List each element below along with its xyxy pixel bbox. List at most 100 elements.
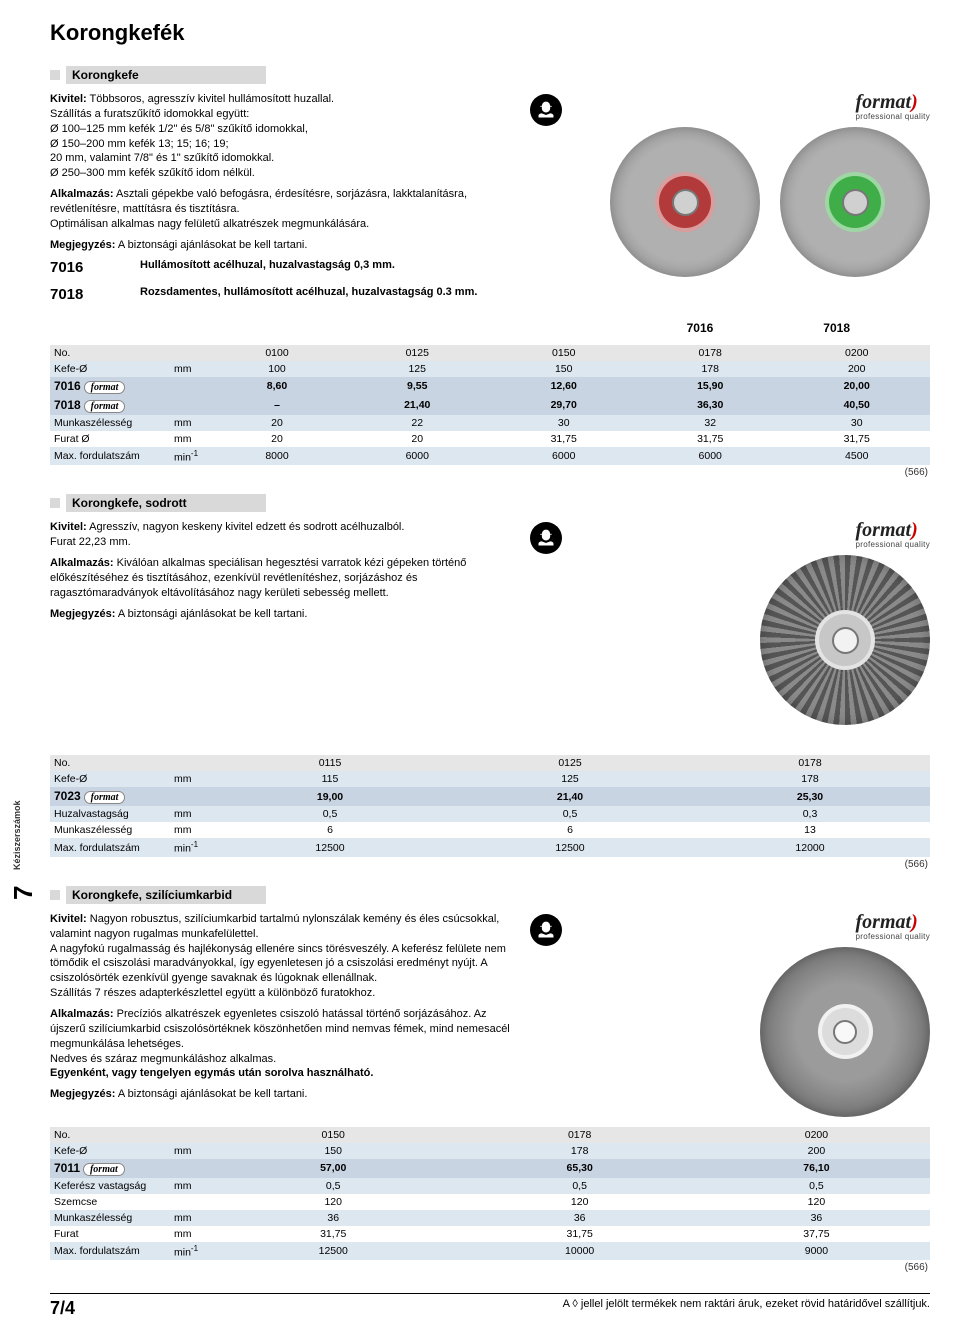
table-cell: 178 <box>690 771 930 787</box>
code-7016: 7016 <box>50 258 110 278</box>
brand-subtitle: professional quality <box>856 112 930 121</box>
table-cell: mm <box>170 822 210 838</box>
table-code-cell: 7018 format <box>50 396 170 415</box>
table-cell: 31,75 <box>456 1226 702 1242</box>
footer-note: A ◊ jellel jelölt termékek nem raktári á… <box>563 1298 930 1319</box>
table-header-cell: 0200 <box>703 1127 930 1143</box>
table-cell: 36 <box>703 1210 930 1226</box>
face-shield-icon <box>530 94 562 126</box>
text-megjegyzes: A biztonsági ajánlásokat be kell tartani… <box>115 608 307 620</box>
product-image-7018 <box>780 127 930 277</box>
table-cell: 0,5 <box>450 806 690 822</box>
table-cell: 125 <box>450 771 690 787</box>
table-cell: Furat Ø <box>50 431 170 447</box>
text-megjegyzes: A biztonsági ajánlásokat be kell tartani… <box>115 239 307 251</box>
table-cell: 0,5 <box>703 1178 930 1194</box>
section2-title: Korongkefe, sodrott <box>66 494 266 512</box>
table-cell: 31,75 <box>210 1226 456 1242</box>
table-code-cell: 7016 format <box>50 377 170 396</box>
section1-title: Korongkefe <box>66 66 266 84</box>
table-header-cell: 0115 <box>210 755 450 771</box>
table-cell: mm <box>170 1210 210 1226</box>
brand-logo: format) professional quality <box>856 92 930 121</box>
table-cell: 40,50 <box>783 396 930 415</box>
table-cell: 10000 <box>456 1242 702 1261</box>
table-cell <box>170 787 210 806</box>
table-cell: 36 <box>456 1210 702 1226</box>
table-cell: 76,10 <box>703 1159 930 1178</box>
table-cell: 0,5 <box>210 1178 456 1194</box>
table-header-cell: 0178 <box>456 1127 702 1143</box>
table-cell: mm <box>170 361 210 377</box>
table-cell: 178 <box>637 361 783 377</box>
table-row: Munkaszélességmm6613 <box>50 822 930 838</box>
table-cell: 32 <box>637 415 783 431</box>
label-megjegyzes: Megjegyzés: <box>50 239 115 251</box>
table-cell: 12500 <box>210 838 450 857</box>
label-kivitel: Kivitel: <box>50 913 87 925</box>
table-cell: mm <box>170 771 210 787</box>
table-cell: Kefe-Ø <box>50 1143 170 1159</box>
text-megjegyzes: A biztonsági ajánlásokat be kell tartani… <box>115 1088 307 1100</box>
table-header-cell: 0200 <box>783 345 930 361</box>
table-cell: 31,75 <box>490 431 636 447</box>
table-cell: 120 <box>703 1194 930 1210</box>
table-row: Munkaszélességmm363636 <box>50 1210 930 1226</box>
table-header-cell: 0178 <box>690 755 930 771</box>
table-row: Max. fordulatszámmin-1125001250012000 <box>50 838 930 857</box>
table-cell: Kefe-Ø <box>50 361 170 377</box>
table-cell: 12500 <box>450 838 690 857</box>
table-cell: 57,00 <box>210 1159 456 1178</box>
table-cell: 150 <box>490 361 636 377</box>
header-square-icon <box>50 70 60 80</box>
table-row: Szemcse120120120 <box>50 1194 930 1210</box>
table-cell: 22 <box>344 415 490 431</box>
table-row: Kefe-Ømm100125150178200 <box>50 361 930 377</box>
table-row: Huzalvastagságmm0,50,50,3 <box>50 806 930 822</box>
table-code-cell: 7011 format <box>50 1159 170 1178</box>
table-header-cell <box>170 1127 210 1143</box>
table-cell: mm <box>170 1143 210 1159</box>
table-cell: 12500 <box>210 1242 456 1261</box>
label-megjegyzes: Megjegyzés: <box>50 608 115 620</box>
table-cell: 4500 <box>783 447 930 466</box>
table-row: Max. fordulatszámmin-1800060006000600045… <box>50 447 930 466</box>
section2-description: Kivitel: Agresszív, nagyon keskeny kivit… <box>50 520 520 725</box>
table-cell: mm <box>170 1178 210 1194</box>
table-cell: 36 <box>210 1210 456 1226</box>
table-cell: 31,75 <box>637 431 783 447</box>
table-cell: 20 <box>344 431 490 447</box>
table-cell: 8,60 <box>210 377 344 396</box>
table-header-cell: 0125 <box>344 345 490 361</box>
table-cell: Kefe-Ø <box>50 771 170 787</box>
table-cell: Max. fordulatszám <box>50 447 170 466</box>
brand-subtitle: professional quality <box>856 932 930 941</box>
table-cell: 21,40 <box>344 396 490 415</box>
brand-logo: format) professional quality <box>856 520 930 549</box>
table-row: Kefe-Ømm115125178 <box>50 771 930 787</box>
table-cell <box>170 1194 210 1210</box>
table-7011: No.015001780200Kefe-Ømm1501782007011 for… <box>50 1127 930 1261</box>
label-kivitel: Kivitel: <box>50 93 87 105</box>
table-row: Furatmm31,7531,7537,75 <box>50 1226 930 1242</box>
table-cell: 9,55 <box>344 377 490 396</box>
table-cell: Max. fordulatszám <box>50 1242 170 1261</box>
face-shield-icon <box>530 522 562 554</box>
table-row: 7023 format19,0021,4025,30 <box>50 787 930 806</box>
table-row: 7018 format–21,4029,7036,3040,50 <box>50 396 930 415</box>
section3-description: Kivitel: Nagyon robusztus, szilíciumkarb… <box>50 912 520 1117</box>
header-square-icon <box>50 890 60 900</box>
table-header-cell: No. <box>50 1127 170 1143</box>
table-cell: 12,60 <box>490 377 636 396</box>
table-row: 7016 format8,609,5512,6015,9020,00 <box>50 377 930 396</box>
table-cell: 125 <box>344 361 490 377</box>
table-header-cell: No. <box>50 755 170 771</box>
table-cell: 65,30 <box>456 1159 702 1178</box>
table-cell: Munkaszélesség <box>50 1210 170 1226</box>
table-cell <box>170 377 210 396</box>
table-cell: 31,75 <box>783 431 930 447</box>
table-cell <box>170 1159 210 1178</box>
code-7018: 7018 <box>50 285 110 305</box>
table-cell: Max. fordulatszám <box>50 838 170 857</box>
table-row: Furat Ømm202031,7531,7531,75 <box>50 431 930 447</box>
